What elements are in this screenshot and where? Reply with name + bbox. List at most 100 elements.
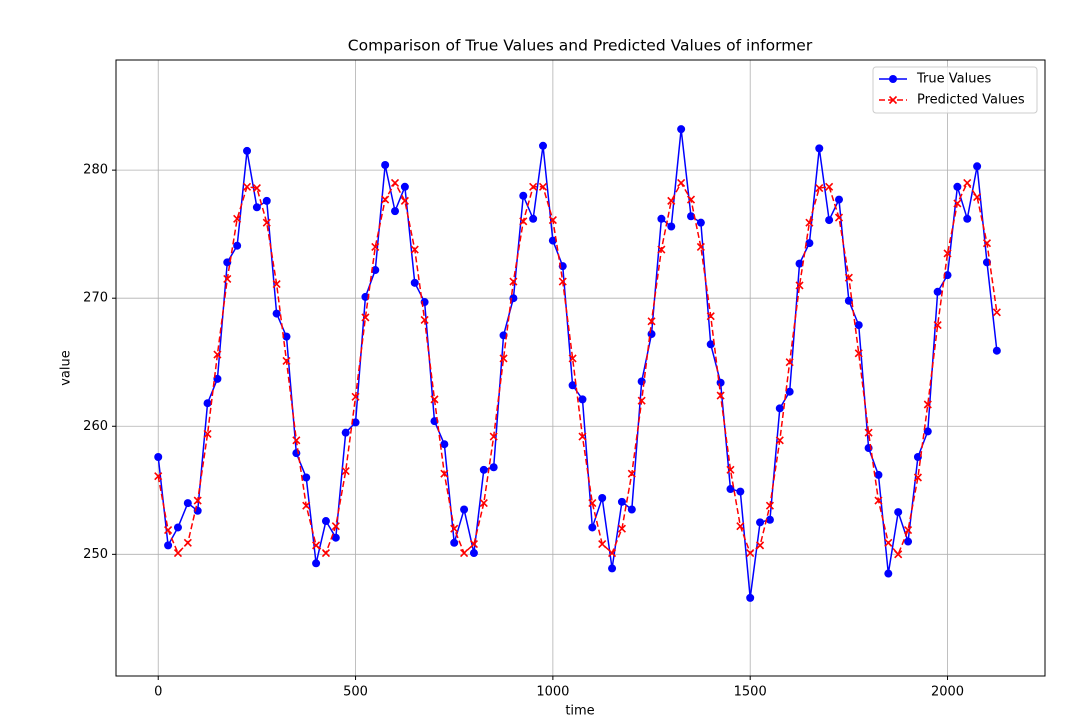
point xyxy=(312,541,321,550)
point xyxy=(302,501,311,510)
point xyxy=(243,146,252,155)
point xyxy=(923,427,932,436)
point xyxy=(519,217,528,226)
point xyxy=(765,515,774,524)
point xyxy=(903,525,913,535)
point xyxy=(242,182,252,191)
legend-label: True Values xyxy=(916,72,991,87)
point xyxy=(499,354,508,363)
point xyxy=(588,499,597,508)
point xyxy=(371,266,380,275)
point xyxy=(785,358,794,367)
point xyxy=(154,472,163,481)
point xyxy=(716,378,725,387)
point xyxy=(627,505,636,514)
point xyxy=(687,212,696,221)
point xyxy=(519,191,528,200)
point xyxy=(973,162,982,171)
point xyxy=(844,296,853,305)
point xyxy=(173,548,183,558)
point xyxy=(420,315,429,325)
point xyxy=(667,196,676,205)
point xyxy=(982,239,992,248)
x-axis-label: time xyxy=(565,704,594,719)
point xyxy=(884,569,893,578)
point xyxy=(667,222,676,231)
point xyxy=(963,214,972,223)
point xyxy=(913,453,922,462)
point xyxy=(617,497,626,506)
point xyxy=(598,540,607,549)
point xyxy=(321,548,331,558)
point xyxy=(400,196,409,205)
point xyxy=(154,453,163,462)
point xyxy=(785,387,794,396)
point xyxy=(173,523,182,532)
point xyxy=(539,141,548,150)
point xyxy=(529,214,538,223)
line xyxy=(157,181,998,556)
point xyxy=(381,195,390,204)
point xyxy=(509,277,518,286)
point xyxy=(696,218,705,227)
point xyxy=(696,242,705,252)
chart-title: Comparison of True Values and Predicted … xyxy=(348,37,813,55)
point xyxy=(973,192,982,202)
point xyxy=(282,356,291,366)
point xyxy=(884,538,893,547)
point xyxy=(213,350,222,359)
point xyxy=(627,469,636,478)
x-tick-label: 500 xyxy=(343,685,368,700)
point xyxy=(686,195,696,204)
point xyxy=(963,178,972,188)
point xyxy=(677,178,686,188)
point xyxy=(578,432,587,441)
point xyxy=(844,273,853,282)
point xyxy=(164,525,173,535)
point xyxy=(894,550,903,559)
x-tick-label: 1000 xyxy=(536,685,569,700)
legend: True Values Predicted Values xyxy=(872,66,1038,114)
point xyxy=(183,499,192,508)
point xyxy=(923,400,932,409)
point xyxy=(795,281,804,290)
point xyxy=(647,317,656,326)
point xyxy=(381,161,390,170)
point xyxy=(223,274,232,284)
point xyxy=(568,381,577,390)
point xyxy=(193,496,202,505)
point xyxy=(489,463,498,472)
legend-label: Predicted Values xyxy=(917,93,1025,108)
point xyxy=(272,309,281,318)
point xyxy=(825,216,834,225)
y-tick-label: 280 xyxy=(83,163,108,178)
point xyxy=(904,537,913,546)
point xyxy=(775,436,784,445)
point xyxy=(321,517,330,526)
point xyxy=(410,245,419,254)
point xyxy=(588,523,597,532)
x-tick-label: 2000 xyxy=(931,685,964,700)
point xyxy=(213,374,222,383)
point xyxy=(341,428,350,437)
point xyxy=(953,182,962,191)
point xyxy=(755,541,765,550)
y-tick-label: 270 xyxy=(83,291,108,306)
point xyxy=(706,340,715,349)
point xyxy=(223,258,232,267)
point xyxy=(795,259,804,268)
point xyxy=(894,508,903,517)
point xyxy=(726,465,735,474)
point xyxy=(400,182,409,191)
point xyxy=(262,196,271,205)
point xyxy=(608,564,617,573)
point xyxy=(558,277,567,286)
point xyxy=(479,465,488,474)
point xyxy=(815,184,824,193)
point xyxy=(854,321,863,330)
point xyxy=(252,203,261,212)
point xyxy=(933,321,942,330)
legend-marker xyxy=(888,95,898,105)
point xyxy=(390,178,400,188)
